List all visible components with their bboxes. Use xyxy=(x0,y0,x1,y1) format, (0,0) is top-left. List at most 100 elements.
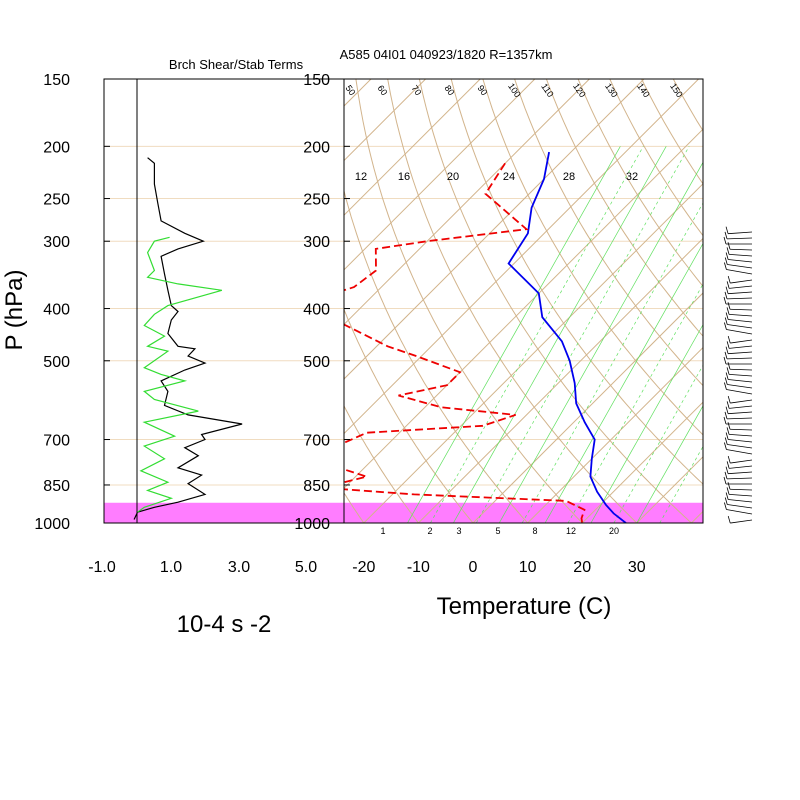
isotherm-line xyxy=(344,128,703,489)
stab-pressure-tick: 700 xyxy=(43,433,70,450)
stab-pressure-tick: 300 xyxy=(43,234,70,251)
wind-barb-flag xyxy=(724,317,728,325)
skewt-pressure-tick: 1000 xyxy=(294,516,330,533)
wind-barb-flag xyxy=(725,346,729,354)
isotherm-line xyxy=(527,346,703,523)
isotherm-line xyxy=(344,79,645,380)
dry-adiabat-line xyxy=(758,63,800,523)
wind-barb-flag xyxy=(727,275,731,284)
wind-barb-flag xyxy=(724,437,728,445)
dry-adiabat-line xyxy=(577,79,703,288)
dry-adiabat-line xyxy=(355,79,583,523)
adiabat-top-label: 80 xyxy=(442,83,456,97)
wind-barb xyxy=(729,493,753,497)
adiabat-top-label: 90 xyxy=(475,83,489,97)
temperature-x-tick-label: 30 xyxy=(628,559,646,576)
mixing-ratio-top-label: 20 xyxy=(447,171,459,183)
highlight-band-layer xyxy=(104,502,703,523)
skewt-grid-lines xyxy=(344,63,800,523)
temperature-x-tick-label: 20 xyxy=(573,559,591,576)
wind-barb-flag xyxy=(726,427,730,435)
wind-barb-flag xyxy=(727,335,731,344)
wind-barb-flag xyxy=(725,466,729,474)
wind-barb-flag xyxy=(725,372,729,380)
stab-pressure-tick: 150 xyxy=(43,72,70,89)
dewpoint-profile xyxy=(344,162,586,523)
wind-barb-flag xyxy=(724,442,727,450)
mixing-ratio-line xyxy=(636,405,703,523)
wind-barb xyxy=(729,465,753,469)
wind-barb xyxy=(729,368,753,371)
dry-adiabat-line xyxy=(418,79,692,523)
isotherm-line xyxy=(418,237,703,523)
wind-barb xyxy=(728,231,753,235)
wind-barb-flag xyxy=(726,307,730,315)
isotherm-line xyxy=(344,79,481,216)
wind-barb xyxy=(728,351,753,355)
dry-adiabat-line xyxy=(450,79,703,485)
wind-barb xyxy=(727,357,753,360)
stab-series-black xyxy=(133,157,243,520)
wind-barb xyxy=(728,319,753,323)
wind-barb xyxy=(727,444,753,449)
wind-barb-flag xyxy=(724,257,728,265)
wind-barb xyxy=(730,519,753,524)
wind-barb xyxy=(727,477,753,480)
mixing-ratio-top-label: 24 xyxy=(503,171,515,183)
dry-adiabat-line xyxy=(609,79,703,237)
wind-barb-flag xyxy=(724,382,727,390)
wind-barb-flag xyxy=(723,416,727,425)
wind-barb-flag xyxy=(727,482,731,490)
mixing-ratio-bottom-label: 5 xyxy=(495,526,500,536)
wind-barb-flag xyxy=(723,296,727,305)
skewt-panel-frame xyxy=(343,78,704,524)
mixing-ratio-top-label: 12 xyxy=(355,171,367,183)
wind-barb xyxy=(727,297,753,300)
wind-barb-flag xyxy=(726,247,730,255)
wind-barb-flag xyxy=(724,411,728,419)
adiabat-top-label: 50 xyxy=(343,83,357,97)
wind-barb xyxy=(728,291,753,295)
skewt-pressure-tick: 400 xyxy=(303,302,330,319)
mixing-ratio-line xyxy=(544,242,703,523)
mixing-ratio-line xyxy=(453,146,667,523)
stab-pressure-tick: 200 xyxy=(43,139,70,156)
highlight-band xyxy=(104,502,703,523)
stab-pressure-tick: 850 xyxy=(43,478,70,495)
wind-barb xyxy=(730,279,753,284)
wind-barb-flag xyxy=(726,487,730,495)
wind-barb-flag xyxy=(724,262,727,270)
stab-x-tick-label: -1.0 xyxy=(88,559,116,576)
adiabat-top-label: 140 xyxy=(635,81,652,99)
data-series-layer xyxy=(133,151,627,523)
adiabat-top-label: 130 xyxy=(603,81,620,99)
wind-barb xyxy=(728,471,753,475)
skewt-pressure-tick: 300 xyxy=(303,234,330,251)
stab-x-tick-label: 3.0 xyxy=(228,559,250,576)
dry-adiabat-line xyxy=(545,79,703,337)
stab-panel-title: Brch Shear/Stab Terms xyxy=(169,57,304,72)
skewt-pressure-tick: 500 xyxy=(303,354,330,371)
wind-barb-flag xyxy=(723,236,727,245)
wind-barb xyxy=(726,389,753,395)
mixing-ratio-top-label: 16 xyxy=(398,171,410,183)
wind-barb xyxy=(728,411,753,415)
skewt-pressure-tick: 700 xyxy=(303,433,330,450)
wind-barb-flag xyxy=(726,461,730,469)
mixing-ratio-line xyxy=(567,283,703,523)
isotherm-line xyxy=(636,456,703,523)
dry-adiabat-line xyxy=(344,188,528,523)
mixing-ratio-line xyxy=(521,202,703,523)
wind-barb-flag xyxy=(723,476,727,485)
wind-barb-flag xyxy=(725,492,729,500)
wind-barb xyxy=(729,253,753,257)
stab-pressure-tick: 250 xyxy=(43,192,70,209)
wind-barb-flag xyxy=(723,356,727,365)
wind-barb-flag xyxy=(724,502,727,510)
wind-barb-flag xyxy=(727,422,731,430)
stab-series-green xyxy=(137,236,223,513)
temperature-x-tick-label: -20 xyxy=(352,559,375,576)
dry-adiabat-line xyxy=(514,79,703,387)
